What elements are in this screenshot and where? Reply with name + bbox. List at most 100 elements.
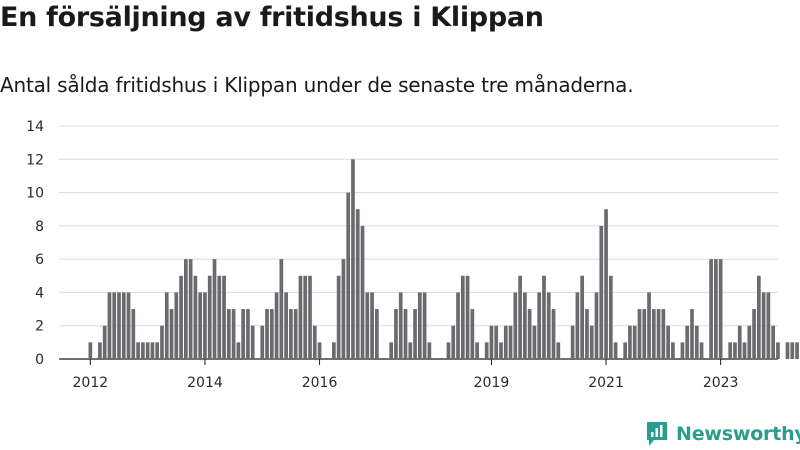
bar	[160, 325, 164, 359]
bar	[236, 342, 241, 359]
bar	[475, 342, 479, 359]
bar	[709, 259, 713, 359]
bar	[317, 342, 322, 359]
bar	[542, 275, 546, 359]
x-tick-label: 2021	[588, 375, 624, 391]
bar	[332, 342, 336, 359]
x-tick-label: 2016	[302, 375, 338, 391]
bar	[260, 325, 265, 359]
bar	[647, 292, 651, 359]
bar	[632, 325, 637, 359]
bar	[403, 309, 408, 359]
y-tick-label: 2	[35, 319, 44, 335]
x-tick-label: 2023	[703, 375, 739, 391]
bar	[470, 309, 475, 359]
bar	[494, 325, 499, 359]
bar	[623, 342, 627, 359]
bar	[790, 342, 795, 359]
bar	[570, 325, 575, 359]
y-axis: 0 2 4 6 8 10 12 14	[26, 119, 44, 368]
bar	[293, 309, 298, 359]
chart-subtitle: Antal sålda fritidshus i Klippan under d…	[0, 73, 634, 97]
bar	[312, 325, 317, 359]
bar	[637, 309, 642, 359]
x-tick-label: 2014	[187, 375, 223, 391]
brand-name: Newsworthy	[676, 423, 800, 445]
bar	[131, 309, 136, 359]
bar	[737, 325, 742, 359]
bar	[298, 275, 303, 359]
bar	[336, 275, 341, 359]
bar	[594, 292, 599, 359]
bar	[666, 325, 670, 359]
bar	[117, 292, 121, 359]
bar	[231, 309, 236, 359]
bar	[375, 309, 379, 359]
bar	[718, 259, 723, 359]
x-axis: 2012201420162019202120232025	[73, 359, 739, 391]
bar	[690, 309, 694, 359]
bar	[513, 292, 518, 359]
bar	[102, 325, 107, 359]
bar	[651, 309, 656, 359]
bar	[661, 309, 666, 359]
gridlines	[59, 125, 778, 360]
bar	[761, 292, 766, 359]
bar	[346, 192, 351, 359]
bar	[546, 292, 551, 359]
y-tick-label: 12	[26, 152, 44, 168]
bar	[188, 259, 193, 359]
y-tick-label: 10	[26, 186, 44, 202]
y-tick-label: 0	[35, 352, 44, 368]
bar	[141, 342, 145, 359]
bar	[389, 342, 394, 359]
y-tick-label: 6	[35, 252, 44, 268]
bar	[179, 275, 183, 359]
bar	[269, 309, 274, 359]
bar	[508, 325, 513, 359]
bar	[226, 309, 231, 359]
bar	[604, 209, 608, 359]
bar	[107, 292, 112, 359]
bar	[580, 275, 585, 359]
bar	[427, 342, 432, 359]
bar	[341, 259, 346, 359]
bar	[694, 325, 699, 359]
bar	[241, 309, 245, 359]
bar	[207, 275, 212, 359]
bar	[212, 259, 217, 359]
bar	[699, 342, 704, 359]
x-tick-label: 2012	[73, 375, 109, 391]
bar	[284, 292, 288, 359]
bar	[217, 275, 222, 359]
bar	[184, 259, 188, 359]
bar	[714, 259, 718, 359]
bar	[136, 342, 140, 359]
bar	[527, 309, 532, 359]
bars	[88, 159, 800, 359]
bar	[98, 342, 102, 359]
bar	[575, 292, 580, 359]
bar	[279, 259, 284, 359]
bar	[523, 292, 527, 359]
bar	[795, 342, 799, 359]
brand-logo: Newsworthy	[645, 419, 800, 449]
x-tick-label: 2019	[474, 375, 510, 391]
bar	[222, 275, 226, 359]
bar	[394, 309, 398, 359]
bar	[489, 325, 494, 359]
bar	[484, 342, 489, 359]
bar	[757, 275, 761, 359]
bar	[274, 292, 279, 359]
bar	[150, 342, 155, 359]
bar	[413, 309, 417, 359]
bar	[365, 292, 370, 359]
bar	[776, 342, 780, 359]
bar	[451, 325, 456, 359]
bar	[499, 342, 503, 359]
bar	[518, 275, 522, 359]
bar	[589, 325, 594, 359]
bar	[351, 159, 355, 359]
bar	[671, 342, 675, 359]
bar	[537, 292, 542, 359]
